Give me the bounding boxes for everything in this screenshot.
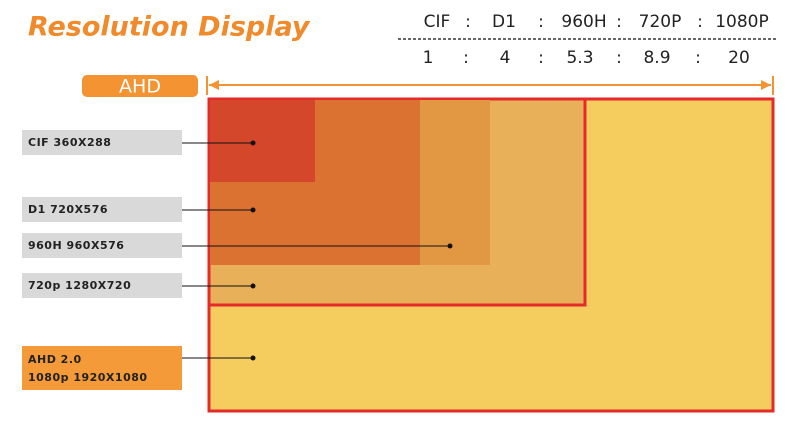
format: 960H bbox=[561, 12, 606, 32]
label: 1080p 1920X1080 bbox=[28, 371, 148, 384]
label-box bbox=[22, 233, 182, 258]
label-box bbox=[22, 197, 182, 222]
labels: CIF 360X288 D1 720X576 960H 960X576 720p… bbox=[22, 130, 453, 390]
ratio: 4 bbox=[500, 48, 511, 68]
dot bbox=[250, 355, 256, 361]
label-box bbox=[22, 346, 182, 390]
dot bbox=[250, 140, 256, 146]
separator: : bbox=[616, 48, 622, 68]
badge-label: AHD bbox=[119, 76, 161, 98]
label: CIF 360X288 bbox=[28, 136, 111, 149]
dot bbox=[250, 207, 256, 213]
separator: : bbox=[463, 48, 469, 68]
format: CIF bbox=[424, 12, 451, 32]
ratio-table: CIF : D1 : 960H : 720P : 1080P 1 : 4 : 5… bbox=[398, 12, 776, 68]
separator: : bbox=[695, 48, 701, 68]
label-box bbox=[22, 273, 182, 298]
ratio: 5.3 bbox=[566, 48, 593, 68]
ratio: 20 bbox=[728, 48, 750, 68]
separator: : bbox=[616, 12, 622, 32]
label: AHD 2.0 bbox=[28, 353, 82, 366]
label: D1 720X576 bbox=[28, 203, 108, 216]
format: D1 bbox=[492, 12, 516, 32]
separator: : bbox=[697, 12, 703, 32]
area-cif bbox=[210, 100, 315, 182]
separator: : bbox=[538, 48, 544, 68]
label: 960H 960X576 bbox=[28, 239, 124, 252]
resolution-areas bbox=[207, 97, 775, 413]
separator: : bbox=[465, 12, 471, 32]
title: Resolution Display bbox=[28, 12, 311, 43]
format: 1080P bbox=[715, 12, 769, 32]
ratio: 8.9 bbox=[643, 48, 670, 68]
ratio: 1 bbox=[423, 48, 434, 68]
label: 720p 1280X720 bbox=[28, 279, 131, 292]
badge bbox=[82, 75, 198, 97]
dot bbox=[250, 283, 256, 289]
label-box bbox=[22, 130, 182, 155]
separator: : bbox=[538, 12, 544, 32]
format: 720P bbox=[639, 12, 682, 32]
width-arrow bbox=[206, 76, 774, 95]
dot bbox=[447, 243, 453, 249]
